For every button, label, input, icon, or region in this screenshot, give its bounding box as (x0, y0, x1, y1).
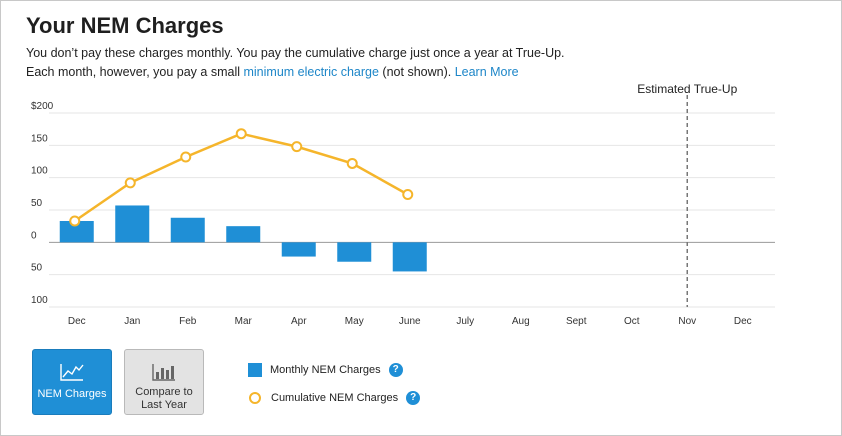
description-line-2: Each month, however, you pay a small min… (26, 65, 519, 79)
cumulative-point (235, 128, 247, 140)
line-chart-icon (60, 364, 84, 381)
compare-button-label-2: Last Year (141, 399, 187, 411)
cumulative-point (124, 177, 136, 189)
compare-last-year-button[interactable]: Compare to Last Year (124, 349, 204, 415)
bar (170, 217, 205, 243)
cumulative-swatch (249, 392, 261, 404)
y-tick-label: 0 (31, 230, 37, 241)
x-tick-label: Dec (68, 316, 86, 327)
x-tick-label: Oct (624, 316, 640, 327)
y-tick-label: 150 (31, 133, 48, 144)
cumulative-point (346, 157, 358, 169)
y-tick-label: 100 (31, 295, 48, 306)
legend-cumulative: Cumulative NEM Charges ? (248, 391, 421, 405)
x-tick-label: Aug (512, 316, 530, 327)
help-icon[interactable]: ? (388, 363, 403, 377)
x-tick-label: July (456, 316, 474, 327)
description-text: Each month, however, you pay a small (26, 65, 244, 79)
y-tick-label: 100 (31, 166, 48, 177)
x-tick-label: Mar (235, 316, 253, 327)
x-tick-label: Nov (678, 316, 696, 327)
monthly-swatch (248, 363, 262, 377)
bar (392, 242, 427, 272)
bar (337, 242, 372, 262)
bar (281, 242, 316, 257)
legend-monthly: Monthly NEM Charges ? (248, 363, 403, 377)
legend-cumulative-label: Cumulative NEM Charges (271, 392, 399, 404)
bar (115, 205, 150, 243)
bar (226, 226, 261, 243)
x-tick-label: Dec (734, 316, 752, 327)
x-tick-label: Apr (291, 316, 307, 327)
bar (59, 220, 94, 243)
y-tick-label: 50 (31, 198, 43, 209)
compare-button-label-1: Compare to (135, 386, 193, 398)
nem-charges-button[interactable]: NEM Charges (32, 349, 112, 415)
learn-more-link[interactable]: Learn More (454, 65, 519, 79)
y-tick-label: $200 (31, 101, 54, 112)
x-tick-label: May (345, 316, 364, 327)
x-tick-label: Jan (124, 316, 140, 327)
y-tick-label: 50 (31, 263, 43, 274)
cumulative-point (402, 188, 414, 200)
nem-charges-button-label: NEM Charges (37, 388, 107, 400)
bar-chart-icon (152, 364, 175, 381)
help-icon[interactable]: ? (406, 391, 421, 405)
x-tick-label: June (399, 316, 421, 327)
minimum-charge-link[interactable]: minimum electric charge (243, 65, 379, 79)
cumulative-point (291, 141, 303, 153)
description-text-suffix: (not shown). (378, 65, 455, 79)
x-tick-label: Sept (566, 316, 587, 327)
true-up-label: Estimated True-Up (637, 82, 737, 96)
legend-monthly-label: Monthly NEM Charges (270, 364, 381, 376)
cumulative-point (180, 151, 192, 163)
nem-chart: $200 150 100 50 0 50 100 Dec Jan Feb Mar Apr May June… (31, 82, 775, 327)
cumulative-point (69, 215, 81, 227)
x-tick-label: Feb (179, 316, 197, 327)
page-title: Your NEM Charges (26, 13, 224, 38)
description-line-1: You don’t pay these charges monthly. You… (26, 46, 565, 60)
